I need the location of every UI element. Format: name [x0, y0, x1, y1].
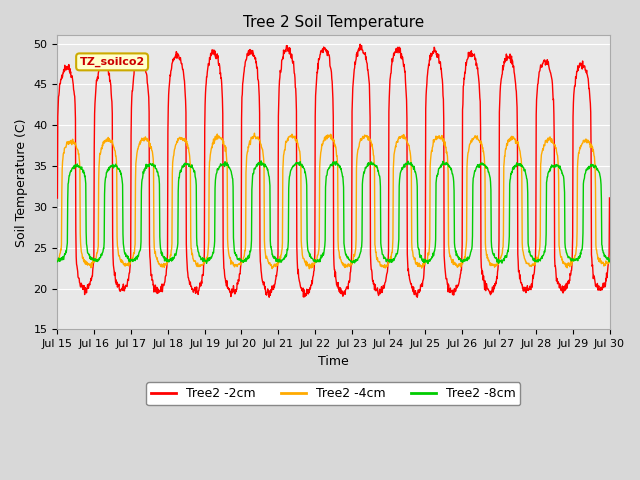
Tree2 -8cm — [96, 255, 104, 261]
Tree2 -2cm — [309, 274, 317, 279]
Legend: Tree2 -2cm, Tree2 -4cm, Tree2 -8cm: Tree2 -2cm, Tree2 -4cm, Tree2 -8cm — [147, 383, 520, 406]
Y-axis label: Soil Temperature (C): Soil Temperature (C) — [15, 118, 28, 247]
Text: TZ_soilco2: TZ_soilco2 — [79, 57, 145, 67]
Tree2 -8cm — [424, 261, 432, 266]
Tree2 -2cm — [605, 195, 613, 201]
Tree2 -8cm — [288, 165, 296, 170]
Tree2 -4cm — [310, 261, 317, 267]
Tree2 -4cm — [119, 258, 127, 264]
Tree2 -2cm — [356, 41, 364, 47]
Tree2 -4cm — [369, 144, 376, 149]
Title: Tree 2 Soil Temperature: Tree 2 Soil Temperature — [243, 15, 424, 30]
Tree2 -4cm — [300, 255, 307, 261]
Tree2 -8cm — [54, 259, 61, 264]
Tree2 -2cm — [119, 284, 127, 290]
Tree2 -4cm — [288, 132, 296, 137]
Tree2 -4cm — [251, 130, 259, 136]
Tree2 -8cm — [368, 161, 376, 167]
Tree2 -4cm — [54, 257, 61, 263]
Tree2 -8cm — [605, 258, 613, 264]
Tree2 -4cm — [305, 266, 313, 272]
Tree2 -8cm — [257, 158, 265, 164]
Tree2 -8cm — [300, 165, 307, 171]
Line: Tree2 -8cm: Tree2 -8cm — [58, 161, 609, 264]
Tree2 -2cm — [54, 195, 61, 201]
Tree2 -2cm — [413, 294, 421, 300]
Tree2 -2cm — [288, 51, 296, 57]
Tree2 -2cm — [300, 285, 307, 291]
Tree2 -4cm — [605, 258, 613, 264]
Tree2 -8cm — [310, 258, 317, 264]
Tree2 -8cm — [119, 182, 127, 188]
Line: Tree2 -2cm: Tree2 -2cm — [58, 44, 609, 297]
Tree2 -2cm — [96, 64, 104, 70]
X-axis label: Time: Time — [318, 355, 349, 368]
Tree2 -4cm — [96, 151, 104, 157]
Tree2 -2cm — [368, 269, 376, 275]
Line: Tree2 -4cm: Tree2 -4cm — [58, 133, 609, 269]
